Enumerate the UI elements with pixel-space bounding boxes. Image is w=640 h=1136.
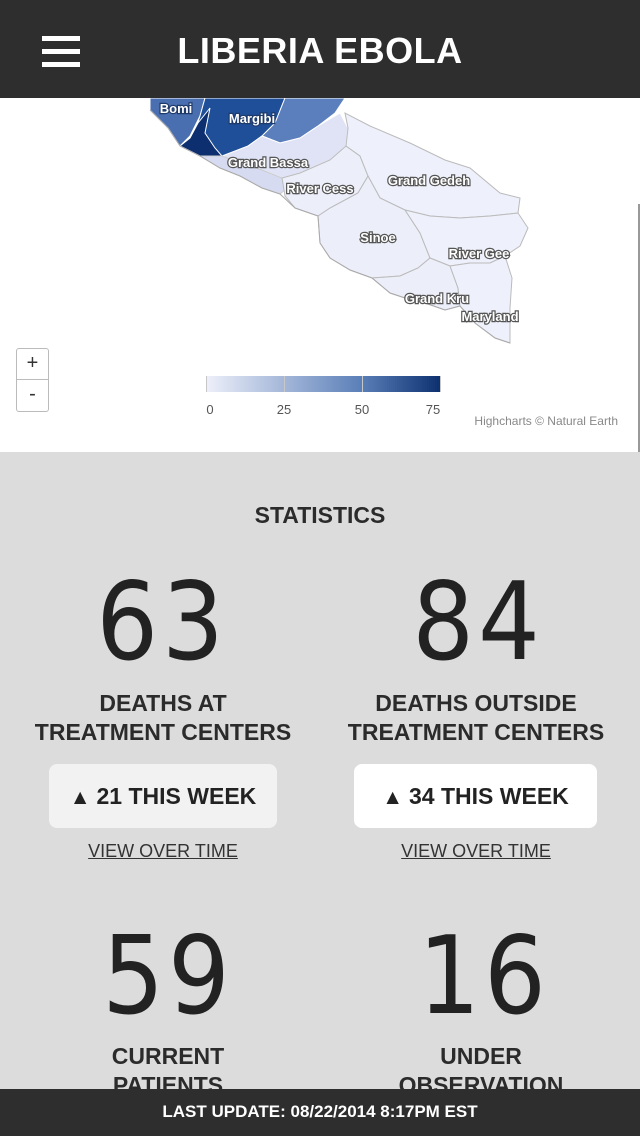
legend-label-25: 25 <box>276 402 292 417</box>
map-label-river-cess: River Cess <box>286 181 353 196</box>
weekly-change-text: 21 THIS WEEK <box>96 783 257 809</box>
view-over-time-link[interactable]: VIEW OVER TIME <box>88 841 238 861</box>
map-scrollbar[interactable] <box>638 204 640 452</box>
stat-label-deaths-outside-centers: DEATHS OUTSIDE TREATMENT CENTERS <box>316 689 636 747</box>
stat-value-current-patients: 59 <box>102 914 234 1039</box>
map-label-sinoe: Sinoe <box>360 230 395 245</box>
map-label-bomi: Bomi <box>160 101 193 116</box>
liberia-map[interactable]: Bomi Margibi Grand Bassa River Cess Gran… <box>0 98 640 452</box>
hamburger-menu-icon[interactable] <box>42 36 80 68</box>
color-legend-bar <box>206 376 441 392</box>
map-region-maryland[interactable] <box>449 255 513 344</box>
legend-label-50: 50 <box>354 402 370 417</box>
zoom-out-button[interactable]: - <box>16 380 49 412</box>
legend-tick <box>362 376 363 392</box>
last-update-bar: LAST UPDATE: 08/22/2014 8:17PM EST <box>0 1089 640 1136</box>
map-label-grand-kru: Grand Kru <box>405 291 469 306</box>
map-credits[interactable]: Highcharts © Natural Earth <box>474 414 618 428</box>
legend-tick <box>206 376 207 392</box>
map-canvas[interactable]: Bomi Margibi Grand Bassa River Cess Gran… <box>0 98 640 452</box>
map-label-grand-bassa: Grand Bassa <box>228 155 309 170</box>
up-triangle-icon: ▲ <box>69 786 91 809</box>
stat-label-line: UNDER <box>440 1043 522 1069</box>
legend-tick <box>440 376 441 392</box>
map-label-margibi: Margibi <box>229 111 275 126</box>
up-triangle-icon: ▲ <box>382 786 404 809</box>
map-label-river-gee: River Gee <box>449 246 510 261</box>
legend-label-75: 75 <box>425 402 441 417</box>
view-over-time-link[interactable]: VIEW OVER TIME <box>401 841 551 861</box>
map-label-grand-gedeh: Grand Gedeh <box>388 173 470 188</box>
legend-tick <box>284 376 285 392</box>
statistics-section: STATISTICS 63 DEATHS AT TREATMENT CENTER… <box>0 452 640 1098</box>
stat-label-line: TREATMENT CENTERS <box>347 719 605 745</box>
stat-value-under-observation: 16 <box>418 914 550 1039</box>
stat-value-deaths-outside-centers: 84 <box>412 560 544 685</box>
weekly-change-badge[interactable]: ▲ 21 THIS WEEK <box>49 764 277 828</box>
stat-label-line: CURRENT <box>111 1043 225 1069</box>
stat-label-line: TREATMENT CENTERS <box>34 719 292 745</box>
app-header: LIBERIA EBOLA <box>0 0 640 98</box>
stat-label-deaths-at-centers: DEATHS AT TREATMENT CENTERS <box>3 689 323 747</box>
stat-label-line: DEATHS AT <box>99 690 227 716</box>
stat-label-line: DEATHS OUTSIDE <box>375 690 577 716</box>
statistics-heading: STATISTICS <box>254 502 386 528</box>
zoom-in-button[interactable]: + <box>16 348 49 380</box>
weekly-change-badge[interactable]: ▲ 34 THIS WEEK <box>354 764 597 828</box>
weekly-change-text: 34 THIS WEEK <box>409 783 569 809</box>
map-label-maryland: Maryland <box>461 309 518 324</box>
map-coastline <box>149 109 511 344</box>
page-title: LIBERIA EBOLA <box>177 30 463 71</box>
legend-label-0: 0 <box>206 402 214 417</box>
stat-value-deaths-at-centers: 63 <box>96 560 228 685</box>
